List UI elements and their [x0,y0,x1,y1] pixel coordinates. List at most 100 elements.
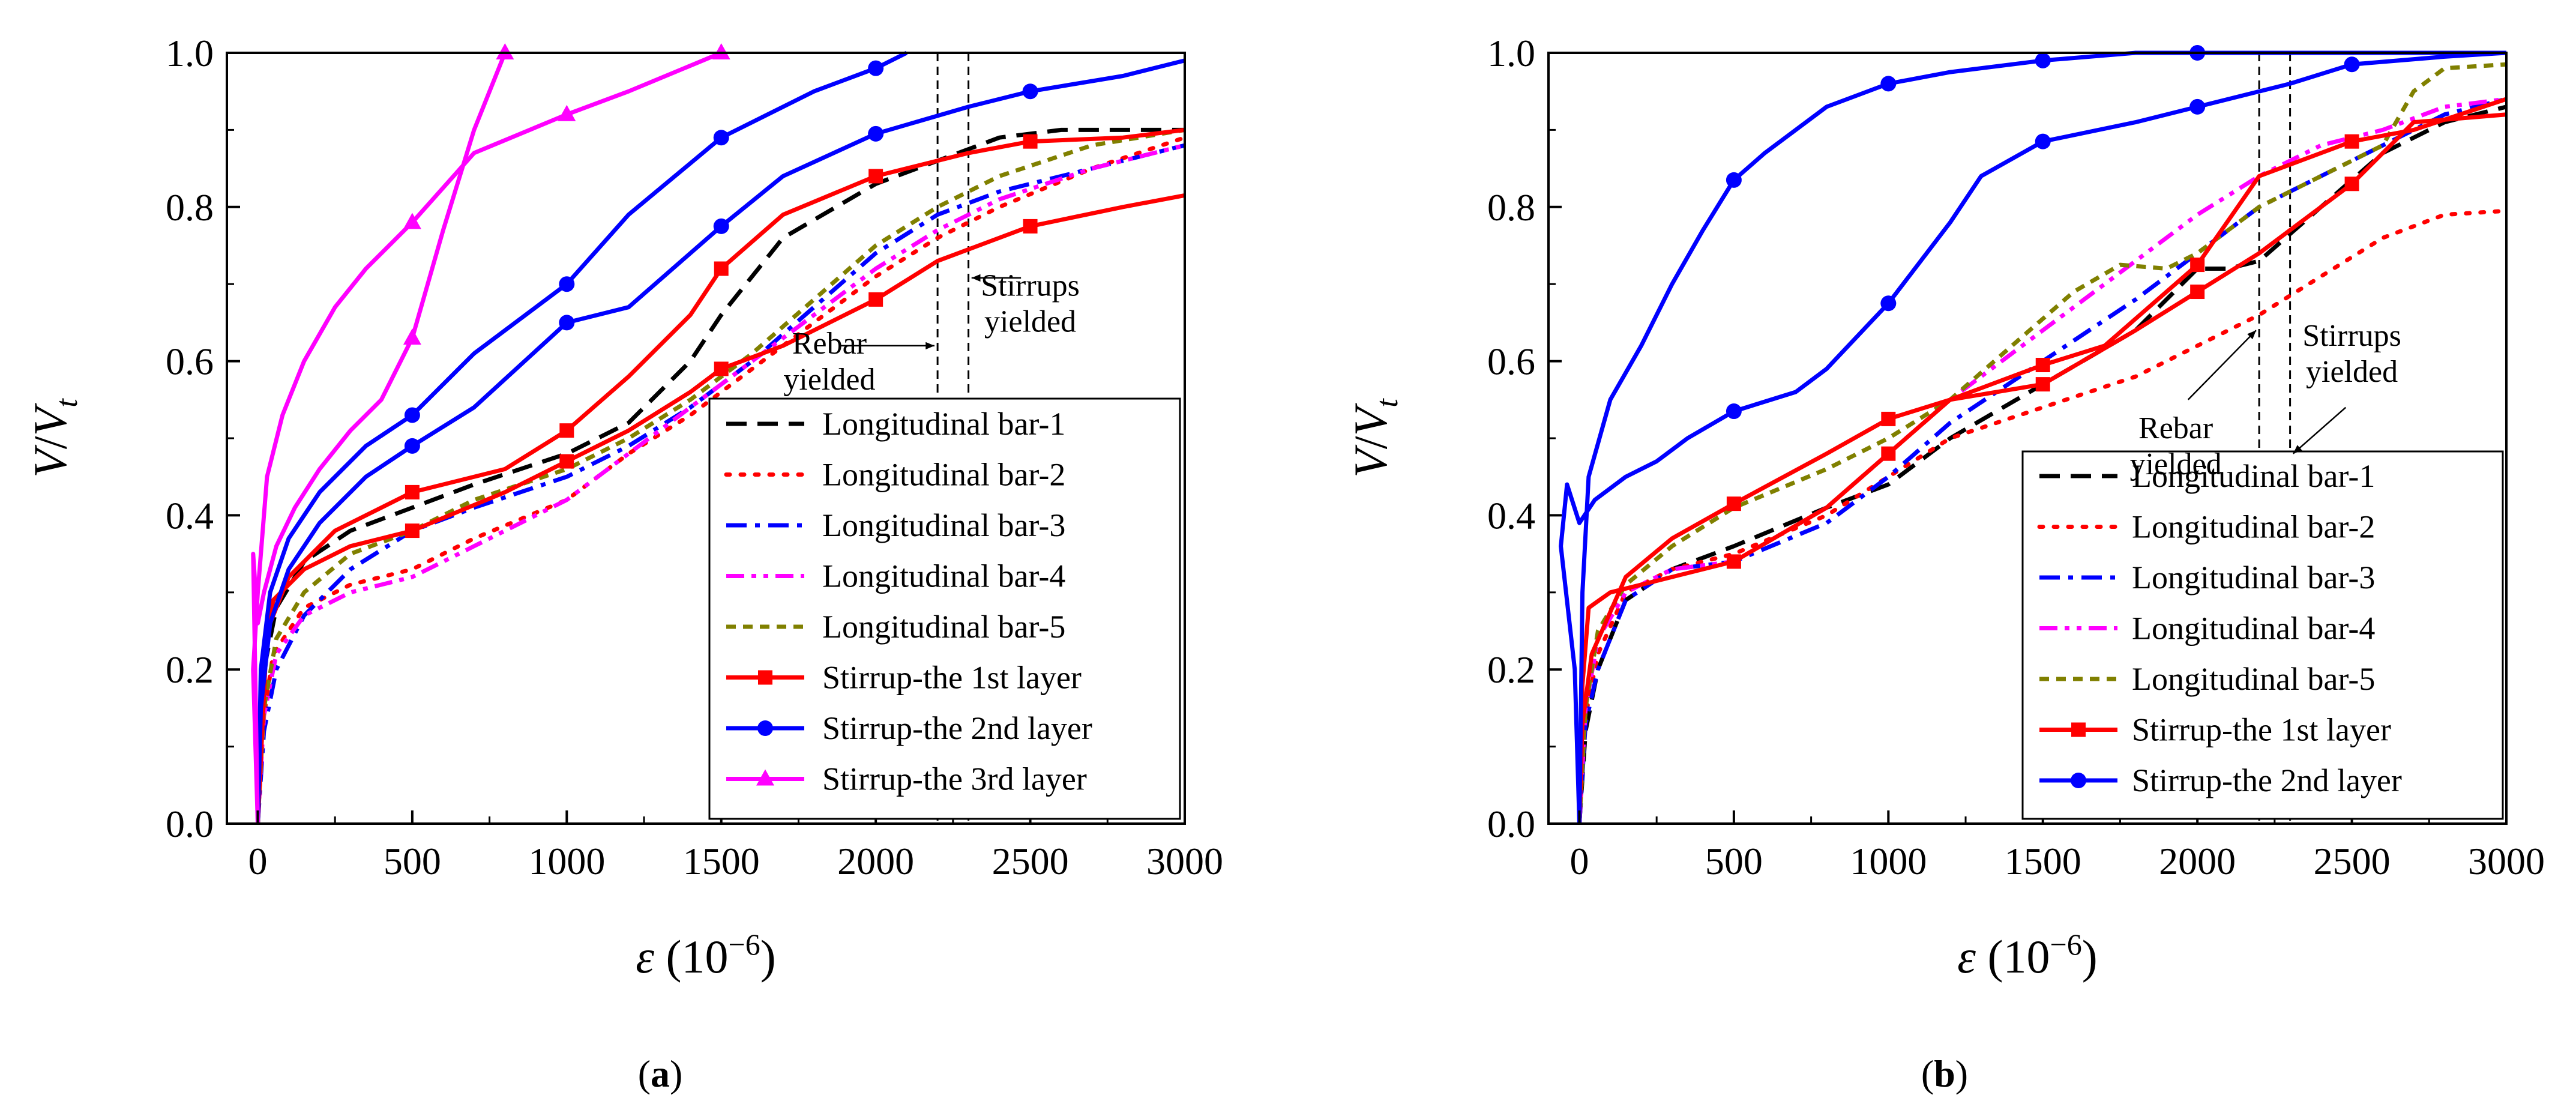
panel-a-legend-label-3: Longitudinal bar-3 [822,507,1065,543]
panel-a-series-6-marker-5 [1023,219,1038,234]
panel-a-series-7-line [256,127,1185,824]
panel-a-legend-items: Longitudinal bar-1 Longitudinal bar-2 Long… [724,406,1092,797]
panel-a-x-tick-label-4: 1500 [683,840,760,882]
panel-a-series-9-marker-4 [868,60,884,76]
panel-a-legend-marker-8 [756,769,774,786]
panel-a-series-8-marker-1 [404,438,420,454]
panel-b-series-8-line [1559,50,2506,824]
panel-a-x-tick-label-7: 3000 [1146,840,1223,882]
panel-a-legend-marker-7 [757,720,773,736]
panel-b-x-tick-label-7: 3000 [2468,840,2545,882]
panel-a-series-8-marker-5 [1022,83,1038,100]
panel-b-legend-label-3: Longitudinal bar-3 [2132,560,2375,596]
panel-b-series-6-marker-3 [2035,377,2050,392]
panel-b-series-4-line [1577,97,2506,824]
panel-a-x-tick-label-6: 2500 [992,840,1069,882]
panel-b-y-tick-label-6: 1.0 [1487,32,1535,74]
panel-b-series-6-marker-5 [2344,176,2359,192]
panel-b-x-axis-label: ε (10−6) [1957,928,2097,983]
panel-b-plot-layer [1559,45,2506,824]
panel-b-series-6-marker-1 [1726,554,1741,569]
panel-a-series-11-line [251,50,723,824]
panel-a-legend-label-8: Stirrup-the 3rd layer [822,761,1087,797]
panel-b-x-tick-label-2: 500 [1705,840,1763,882]
panel-a-series-6-marker-1 [405,523,420,538]
panel-b-annotation-arrow-2 [2292,406,2347,454]
panel-a-annotation-1-line-2: yielded [783,363,875,397]
panel-a-x-tick-label-3: 1000 [528,840,605,882]
panel-b-series-7-marker-2 [1881,411,1896,426]
panel-a-series-11-marker-3 [712,43,730,59]
panel-b-series-7-marker-1 [1726,496,1741,511]
panel-a-legend-label-7: Stirrup-the 2nd layer [822,710,1092,746]
panel-b-series-7-marker-5 [2344,134,2359,149]
panel-a-annotation-arrowhead-1 [925,342,934,350]
panel-a-y-tick-label-1: 0.0 [166,803,214,845]
panel-b-annotation-arrowhead-2 [2293,445,2302,454]
panel-a-series-6-marker-4 [868,292,883,307]
panel-b-series-8-marker-2 [1880,295,1897,312]
panel-b-x-tick-label-4: 1500 [2005,840,2081,882]
panel-a-series-6-marker-2 [559,454,574,469]
panel-b-annotation-arrowhead-1 [2247,330,2256,340]
panel-b-legend-label-2: Longitudinal bar-2 [2132,509,2375,545]
panel-a-y-axis-label: V/Vt [24,398,84,478]
panel-a-series-8-marker-3 [713,218,729,234]
panel-b-x-tick-label-6: 2500 [2314,840,2391,882]
panel-a-annotation-arrowhead-2 [971,274,981,282]
panel-b-series-7-marker-4 [2190,258,2205,273]
panel-a-series-6-line [256,193,1185,824]
panel-a-series-10-marker-2 [496,43,514,59]
panel-b-series-8-marker-4 [2189,98,2206,115]
panel-a-y-tick-label-3: 0.4 [166,494,214,537]
panel-b-y-tick-label-3: 0.4 [1487,494,1535,537]
panel-a-series-8-marker-4 [868,125,884,142]
panel-a-series-7-marker-1 [405,484,420,499]
panel-a-series-3-line [256,143,1185,824]
panel-b-legend: Longitudinal bar-1 Longitudinal bar-2 Long… [2021,450,2504,820]
panel-b-series-7-marker-3 [2035,358,2050,373]
panel-a-plot-layer [251,43,1185,824]
panel-a-legend-label-5: Longitudinal bar-5 [822,609,1065,645]
panel-b-y-tick-label-4: 0.6 [1487,340,1535,383]
panel-a-series-5-line [256,127,1185,824]
panel-b-series-7-line [1577,97,2506,824]
panel-a-y-tick-label-2: 0.2 [166,648,214,691]
panel-b-series-9-marker-2 [1880,76,1897,92]
panel-a-ticks: 0.0 0.2 0.4 0.6 0.8 1.0 0 500 1000 1500 2000 2500 30… [166,32,1223,882]
panel-a-series-7-marker-3 [714,261,729,276]
panel-a-series-8-marker-2 [559,315,575,331]
panel-a-series-4-line [256,143,1185,824]
panel-a-x-tick-label-2: 500 [384,840,441,882]
panel-a-legend-label-1: Longitudinal bar-1 [822,406,1065,442]
panel-a-series-6-marker-3 [714,361,729,376]
panel-a-x-tick-label-1: 0 [248,840,267,882]
panel-a-series-7-marker-4 [868,169,883,184]
panel-a-series-9-line [256,50,908,824]
panel-a-series-10-marker-1 [403,328,421,345]
panel-a-series-11-marker-2 [558,104,576,121]
panel-a-x-tick-label-5: 2000 [837,840,914,882]
panel-a-series-7-marker-2 [559,423,574,438]
panel-a-annotation-1-line-1: Rebar [792,327,867,361]
panel-b-legend-label-6: Stirrup-the 1st layer [2132,712,2391,748]
panel-b-y-tick-label-1: 0.0 [1487,803,1535,845]
panel-b-legend-label-5: Longitudinal bar-5 [2132,661,2375,697]
panel-b-y-tick-label-2: 0.2 [1487,648,1535,691]
panel-b-ticks: 0.0 0.2 0.4 0.6 0.8 1.0 0 500 1000 1500 2000 2500 30… [1487,32,2545,882]
panel-b-series-8-marker-5 [2344,56,2360,73]
panel-a-annotation-2-line-2: yielded [984,304,1076,339]
panel-b-y-tick-label-5: 0.8 [1487,186,1535,229]
panel-b-legend-label-4: Longitudinal bar-4 [2132,611,2375,647]
panel-b-annotation-2-line-1: Stirrups [2302,319,2401,353]
panel-b-series-9-marker-1 [1726,172,1742,188]
panel-a: 0.0 0.2 0.4 0.6 0.8 1.0 0 500 1000 1500 2000 2500 30… [24,32,1223,1095]
panel-a-annotation-2-line-1: Stirrups [981,268,1080,303]
panel-b-legend-marker-7 [2071,773,2086,788]
panel-a-series-9-marker-3 [713,130,729,146]
panel-a-series-7-marker-5 [1023,134,1038,149]
panel-b-series-9-marker-3 [2035,52,2051,68]
panel-b-annotation-arrow-1 [2187,330,2257,400]
